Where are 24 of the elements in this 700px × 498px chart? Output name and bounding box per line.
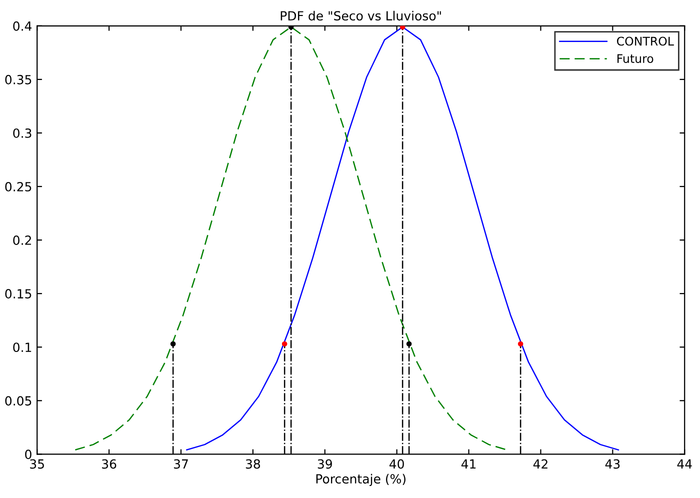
x-tick-label: 38	[246, 459, 260, 469]
y-tick-label: 0	[25, 450, 32, 460]
y-tick-label: 0.3	[13, 128, 32, 138]
x-tick-label: 43	[605, 459, 620, 469]
y-tick-label: 0.25	[5, 182, 32, 192]
y-tick-label: 0.2	[13, 236, 31, 245]
x-tick-label: 40	[389, 459, 404, 469]
line-series	[74, 26, 508, 451]
x-tick-label: 42	[533, 459, 548, 469]
y-tick-label: 0.05	[5, 396, 32, 406]
x-tick-label: 36	[102, 459, 116, 469]
x-axis-title: Porcentaje (%)	[316, 474, 406, 486]
x-tick-label: 41	[461, 459, 476, 469]
y-tick-label: 0.4	[13, 21, 32, 31]
x-tick-label: 37	[174, 459, 188, 469]
y-tick-label: 0.1	[13, 342, 32, 352]
y-tick-label: 0.35	[5, 74, 32, 84]
x-tick-label: 39	[318, 459, 332, 469]
x-tick-label: 35	[30, 459, 44, 469]
x-tick-label: 44	[677, 459, 692, 469]
legend-label: CONTROL	[616, 36, 674, 46]
chart-title: PDF de "Seco vs Lluvioso"	[280, 10, 441, 21]
legend-label: Futuro	[617, 54, 654, 63]
y-tick-label: 0.15	[5, 289, 32, 298]
